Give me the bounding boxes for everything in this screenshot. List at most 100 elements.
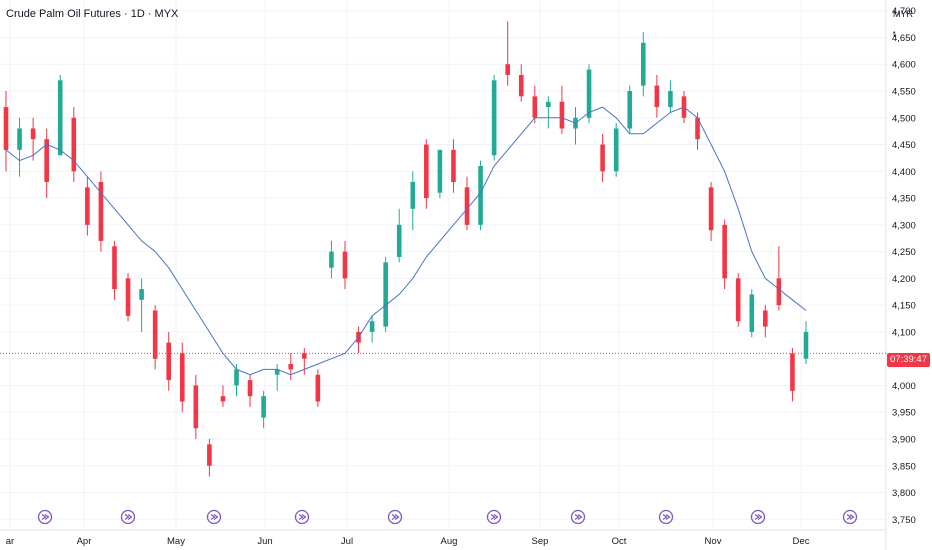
candle-body [451,149,456,183]
candle [396,208,402,263]
candle [288,353,294,381]
candle-body [478,165,483,225]
y-tick-label: 4,350 [892,194,916,205]
event-icon[interactable] [658,509,674,525]
y-tick-label: 4,550 [892,87,916,98]
candle-body [600,144,605,172]
candle-body [44,139,49,183]
candle [668,80,673,113]
event-icon[interactable] [37,509,53,525]
candle-body [790,353,795,391]
candle-body [302,353,307,359]
candle [179,342,185,413]
event-markers[interactable] [37,509,858,525]
unit-label[interactable]: t [893,29,896,39]
y-tick-label: 3,750 [892,515,916,526]
event-icon[interactable] [206,509,222,525]
candle-body [261,396,266,418]
candle [220,385,226,407]
candle [166,331,172,391]
candle [112,240,117,300]
candle-body [424,144,429,199]
candle-body [410,182,416,209]
x-tick-label: May [167,536,185,547]
candle [803,321,809,365]
candle [57,74,63,156]
candle [356,326,361,354]
y-tick-label: 3,850 [892,461,916,472]
x-tick-label: Sep [532,536,549,547]
candle [451,139,456,193]
candle [654,74,660,118]
candles [3,21,809,477]
candle-body [71,117,77,172]
candle [546,96,551,129]
candle-body [763,310,768,327]
candle [3,91,9,172]
y-tick-label: 4,700 [892,6,916,17]
candle [437,149,443,199]
candle-body [125,278,131,316]
candle-body [315,374,321,402]
candle [573,107,578,145]
last-price-tag: 07:39:47 [887,353,930,367]
candle-body [695,117,700,140]
y-tick-label: 4,500 [892,113,916,124]
event-icon[interactable] [570,509,586,525]
y-tick-label: 4,400 [892,167,916,178]
candle [532,85,538,124]
candle-body [437,149,443,193]
event-icon[interactable] [486,509,502,525]
event-icon[interactable] [387,509,403,525]
candle-body [396,224,402,257]
candle [30,117,36,161]
event-icon[interactable] [750,509,766,525]
candle [464,176,470,231]
candle [722,219,727,290]
candle [559,85,565,134]
grid-lines [0,0,886,530]
candle-body [85,187,90,225]
price-axis[interactable]: 3,7503,8003,8503,9003,9504,0004,0504,100… [892,6,916,526]
candle-body [112,246,117,290]
candle-body [166,342,172,381]
event-icon[interactable] [120,509,136,525]
candle-body [776,278,782,306]
candle-body [234,369,239,386]
candle [613,123,619,177]
candle-body [98,182,104,241]
candle-body [505,64,510,75]
y-tick-label: 3,900 [892,434,916,445]
candle [329,240,334,279]
candle [98,171,104,252]
candle-body [274,369,280,375]
y-tick-label: 4,300 [892,220,916,231]
time-axis[interactable]: ar Apr May Jun Jul Aug Sep Oct Nov Dec [6,536,810,547]
y-tick-label: 3,950 [892,408,916,419]
y-tick-label: 4,650 [892,33,916,44]
y-tick-label: 4,100 [892,327,916,338]
y-tick-label: 4,000 [892,381,916,392]
currency-label[interactable]: MYR [893,9,913,19]
candle [491,74,497,161]
moving-average-line [5,106,807,376]
x-tick-label: Jul [341,536,353,547]
candle [518,64,524,102]
candle [505,21,510,86]
event-icon[interactable] [294,509,310,525]
candle [776,246,782,311]
candle [342,240,348,290]
y-tick-label: 4,600 [892,60,916,71]
x-tick-label: ar [6,536,14,547]
event-icon[interactable] [842,509,858,525]
candle-body [383,262,388,327]
candle [763,305,768,338]
candle-body [654,85,660,108]
candle-body [640,42,646,86]
candle-body [179,353,185,402]
x-tick-label: Dec [793,536,810,547]
candle-body [247,380,253,397]
x-tick-label: Aug [441,536,458,547]
candle-body [613,128,619,172]
